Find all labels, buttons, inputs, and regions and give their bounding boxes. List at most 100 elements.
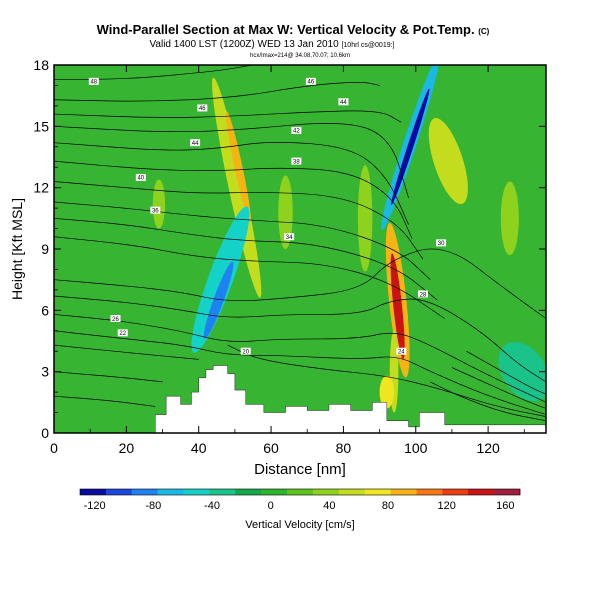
theta-label-box — [291, 157, 302, 165]
theta-contour-10 — [54, 248, 546, 319]
theta-label-text: 30 — [438, 241, 445, 247]
velocity-cell-9 — [191, 206, 250, 353]
colorbar-swatch-2 — [131, 489, 158, 495]
x-axis-label: Distance [nm] — [254, 461, 346, 478]
theta-contour-label-3: 44 — [338, 98, 349, 106]
theta-contour-1 — [54, 82, 380, 102]
theta-contour-18 — [430, 381, 546, 422]
theta-contour-label-10: 30 — [436, 239, 447, 247]
x-tick-label-20: 20 — [119, 440, 135, 456]
theta-label-box — [197, 104, 208, 112]
theta-contour-20 — [466, 350, 546, 395]
chart-info-line: hcx/Imax=214@ 34.08,70.07; 10.6km — [250, 53, 350, 59]
y-tick-label-18: 18 — [33, 57, 49, 73]
colorbar-swatch-8 — [287, 489, 314, 495]
colorbar-tick-label-0: 0 — [268, 500, 274, 512]
velocity-cell-2 — [278, 175, 293, 249]
theta-label-box — [88, 77, 99, 85]
colorbar-ticks: -120 -80 -40 0 40 80 120 160 — [84, 500, 515, 512]
theta-label-box — [240, 347, 251, 355]
y-tick-label-3: 3 — [41, 364, 49, 380]
theta-label-box — [190, 139, 201, 147]
colorbar-swatch-6 — [235, 489, 262, 495]
x-tick-label-80: 80 — [336, 440, 352, 456]
colorbar-swatch-13 — [416, 489, 443, 495]
theta-contour-label-6: 40 — [135, 173, 146, 182]
theta-contour-2 — [54, 110, 402, 123]
theta-contour-labels: 48 46 46 44 44 42 40 38 36 34 30 28 26 24 22 20 — [88, 77, 447, 356]
theta-contour-19 — [451, 367, 546, 409]
colorbar-swatch-0 — [80, 489, 107, 495]
theta-contour-14 — [54, 344, 199, 360]
theta-contour-label-15: 20 — [240, 347, 251, 356]
y-tick-label-0: 0 — [41, 425, 49, 441]
theta-contour-3 — [54, 123, 409, 198]
theta-contour-0 — [54, 65, 254, 80]
colorbar-swatch-10 — [338, 489, 366, 495]
colorbar-swatch-12 — [390, 489, 417, 495]
colorbar-tick-label-80: 80 — [382, 500, 394, 512]
theta-label-text: 42 — [293, 129, 300, 135]
colorbar-swatch-4 — [183, 489, 210, 495]
velocity-cell-3 — [152, 179, 166, 229]
theta-label-text: 20 — [242, 350, 249, 356]
colorbar-swatch-9 — [312, 489, 340, 495]
theta-contour-label-8: 36 — [150, 206, 161, 214]
y-axis-label: Height [Kft MSL] — [9, 198, 25, 300]
theta-contour-13 — [54, 330, 546, 415]
plot-background — [54, 65, 546, 433]
theta-label-box — [436, 239, 447, 247]
velocity-cell-6 — [390, 253, 405, 360]
colorbar: -120 -80 -40 0 40 80 120 160 Vertical Velocity … — [79, 488, 521, 531]
x-tick-label-0: 0 — [50, 440, 58, 456]
theta-label-text: 34 — [286, 235, 293, 241]
colorbar-swatch-15 — [468, 489, 495, 495]
y-tick-label-12: 12 — [33, 180, 49, 196]
theta-label-text: 24 — [398, 350, 405, 356]
theta-contour-label-14: 22 — [117, 329, 128, 337]
colorbar-swatch-11 — [364, 489, 391, 495]
colorbar-frame — [79, 488, 521, 496]
theta-contour-6 — [54, 181, 424, 260]
theta-label-text: 48 — [90, 80, 97, 86]
theta-label-box — [338, 98, 349, 106]
theta-label-box — [418, 290, 428, 298]
theta-contour-8 — [54, 217, 438, 301]
theta-label-text: 46 — [308, 80, 315, 86]
theta-contour-label-13: 24 — [396, 347, 407, 356]
theta-contour-label-9: 34 — [284, 233, 295, 241]
y-tick-label-15: 15 — [33, 118, 49, 134]
theta-contour-11 — [54, 295, 546, 383]
theta-label-text: 44 — [340, 100, 347, 106]
theta-label-text: 44 — [192, 141, 199, 147]
velocity-cell-10 — [203, 261, 234, 339]
colorbar-tick-label--80: -80 — [145, 500, 161, 512]
colorbar-tick-label--120: -120 — [84, 500, 106, 512]
theta-contour-label-1: 46 — [305, 77, 316, 86]
velocity-cell-4 — [357, 165, 373, 272]
colorbar-swatch-14 — [442, 489, 469, 495]
colorbar-swatches — [80, 489, 521, 495]
colorbar-swatch-16 — [494, 489, 521, 495]
chart-title: Wind-Parallel Section at Max W: Vertical… — [97, 22, 490, 37]
theta-contour-12 — [54, 314, 546, 403]
theta-contour-label-5: 42 — [291, 126, 302, 135]
y-tick-label-6: 6 — [41, 302, 49, 318]
theta-contour-17 — [54, 395, 156, 407]
theta-label-text: 38 — [293, 159, 300, 165]
colorbar-tick-label--40: -40 — [204, 500, 220, 512]
theta-label-box — [396, 347, 407, 355]
theta-contour-7 — [54, 201, 431, 280]
colorbar-label: Vertical Velocity [cm/s] — [245, 519, 354, 531]
y-tick-label-9: 9 — [41, 241, 49, 257]
x-tick-label-100: 100 — [404, 440, 428, 456]
theta-label-box — [291, 126, 302, 134]
colorbar-swatch-3 — [157, 489, 184, 495]
theta-label-text: 46 — [199, 106, 206, 112]
velocity-cell-0 — [212, 77, 262, 298]
theta-contour-label-0: 48 — [88, 77, 99, 86]
colorbar-swatch-1 — [105, 489, 133, 495]
terrain-mask — [54, 365, 546, 433]
theta-label-box — [110, 315, 121, 323]
